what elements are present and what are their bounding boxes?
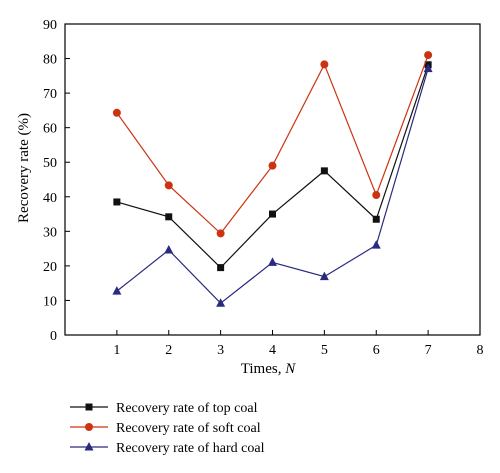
legend-marker: [85, 403, 93, 411]
x-tick-label: 3: [217, 343, 224, 358]
series-2-point: [112, 108, 121, 117]
series-3-point: [112, 286, 122, 295]
x-tick-label: 6: [373, 343, 380, 358]
series-3-point: [164, 244, 174, 254]
x-tick-label: 1: [113, 343, 120, 358]
series-2-point: [164, 181, 173, 190]
series-2-point: [268, 161, 277, 170]
x-axis-title: Times, N: [241, 361, 296, 377]
series-2: [112, 51, 433, 238]
series-1-point: [113, 198, 121, 206]
x-tick-label: 2: [165, 343, 172, 358]
series-2-point: [216, 229, 225, 238]
legend-item: Recovery rate of soft coal: [70, 421, 261, 436]
series-1-point: [372, 215, 380, 223]
series-2-point: [372, 191, 381, 200]
y-tick-label: 0: [50, 329, 57, 344]
series-3-point: [371, 240, 381, 249]
x-tick-label: 4: [269, 343, 276, 358]
y-tick-label: 30: [43, 225, 57, 240]
y-tick-label: 20: [43, 260, 57, 275]
legend-label: Recovery rate of hard coal: [116, 441, 265, 456]
legend-marker: [84, 442, 94, 451]
series-1-point: [165, 213, 173, 221]
x-tick-label: 5: [321, 343, 328, 358]
y-tick-label: 10: [43, 294, 57, 309]
series-1-point: [217, 264, 225, 272]
series-1-point: [269, 210, 276, 218]
legend-marker: [85, 423, 93, 431]
legend-label: Recovery rate of top coal: [116, 401, 258, 416]
series-2-line: [116, 54, 429, 235]
series-group: [112, 51, 433, 307]
y-tick-label: 60: [43, 122, 57, 137]
x-tick-label: 7: [425, 343, 432, 358]
y-axis-title: Recovery rate (%): [16, 113, 32, 223]
y-tick-label: 80: [43, 53, 57, 68]
series-3-point: [319, 271, 329, 281]
series-2-point: [320, 60, 329, 69]
series-1-point: [320, 167, 328, 175]
legend: Recovery rate of top coal Recovery rate o…: [70, 401, 265, 456]
series-3: [112, 63, 433, 307]
y-tick-label: 70: [43, 87, 57, 102]
series-3-point: [216, 298, 226, 307]
plot-frame: [64, 23, 481, 336]
x-tick-label: 8: [477, 343, 484, 358]
series-2-point: [424, 51, 433, 60]
legend-item: Recovery rate of top coal: [70, 401, 258, 416]
y-tick-label: 50: [43, 156, 57, 171]
legend-item: Recovery rate of hard coal: [70, 441, 265, 456]
y-tick-label: 90: [43, 18, 57, 33]
series-3-point: [268, 257, 277, 266]
series-3-line: [116, 68, 429, 305]
y-tick-label: 40: [43, 191, 57, 206]
legend-label: Recovery rate of soft coal: [116, 421, 261, 436]
series-3-point: [423, 63, 433, 73]
